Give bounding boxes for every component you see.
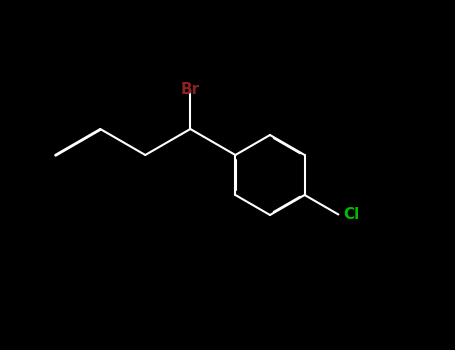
Text: Cl: Cl [344,207,359,222]
Text: Br: Br [181,83,200,98]
